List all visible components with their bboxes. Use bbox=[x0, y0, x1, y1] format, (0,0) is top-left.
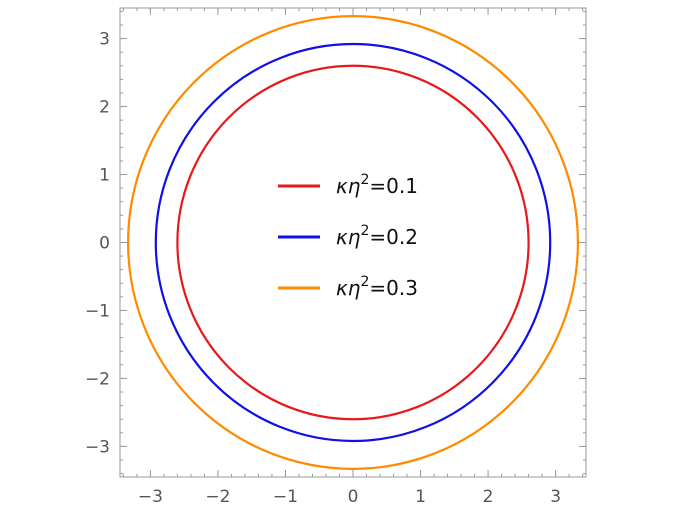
y-tick-label: −3 bbox=[85, 437, 110, 457]
x-tick-label: 2 bbox=[483, 487, 494, 507]
series-curve-3 bbox=[127, 15, 579, 470]
curves bbox=[127, 15, 579, 470]
x-tick-label: 0 bbox=[348, 487, 359, 507]
x-tick-label: 3 bbox=[550, 487, 561, 507]
legend-label-2: κη2=0.2 bbox=[336, 223, 418, 249]
y-tick-label: −2 bbox=[85, 369, 110, 389]
x-tick-label: −3 bbox=[138, 487, 163, 507]
y-tick-label: −1 bbox=[85, 301, 110, 321]
x-tick-label: −1 bbox=[273, 487, 298, 507]
y-tick-label: 2 bbox=[99, 98, 110, 118]
series-curve-2 bbox=[154, 42, 552, 443]
y-tick-label: 1 bbox=[99, 166, 110, 186]
x-tick-label: 1 bbox=[415, 487, 426, 507]
ticks: −3 −2 −1 0 1 2 3 −3 −2 −1 0 1 2 3 bbox=[85, 8, 586, 507]
x-tick-label: −2 bbox=[205, 487, 230, 507]
y-tick-label: 3 bbox=[99, 30, 110, 50]
y-tick-label: 0 bbox=[99, 234, 110, 254]
legend-label-3: κη2=0.3 bbox=[336, 274, 418, 300]
legend: κη2=0.1 κη2=0.2 κη2=0.3 bbox=[278, 172, 418, 300]
series-curve-1 bbox=[176, 64, 530, 421]
legend-label-1: κη2=0.1 bbox=[336, 172, 418, 198]
